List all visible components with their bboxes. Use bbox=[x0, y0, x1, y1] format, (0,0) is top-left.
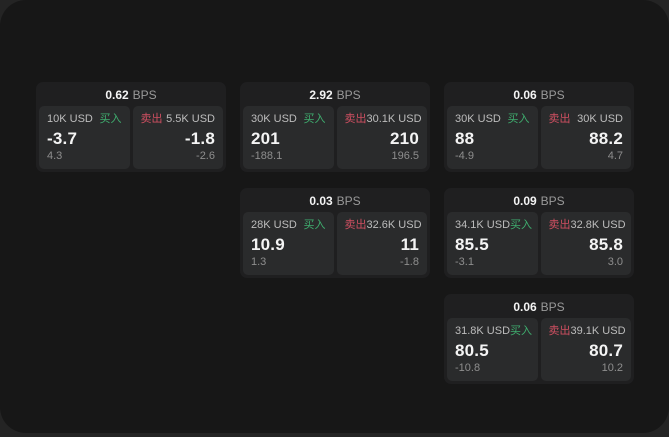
sell-panel[interactable]: 卖出 5.5K USD -1.8 -2.6 bbox=[132, 106, 223, 169]
card-header: 0.06 BPS bbox=[447, 297, 631, 318]
sell-delta: -1.8 bbox=[400, 256, 419, 268]
sell-price: -1.8 bbox=[184, 129, 215, 148]
buy-amount: 31.8K USD bbox=[455, 325, 511, 337]
sell-panel[interactable]: 卖出 32.6K USD 11 -1.8 bbox=[336, 212, 427, 275]
buy-amount: 30K USD bbox=[251, 113, 297, 125]
card-header: 0.62 BPS bbox=[39, 85, 223, 106]
bps-value: 2.92 bbox=[309, 88, 333, 102]
card-header: 0.09 BPS bbox=[447, 191, 631, 212]
quote-card: 2.92 BPS 30K USD 买入 201 -188.1 卖出 bbox=[240, 82, 430, 172]
sell-amount: 5.5K USD bbox=[166, 113, 215, 125]
sell-price: 88.2 bbox=[589, 129, 623, 148]
sell-delta: 196.5 bbox=[391, 150, 419, 162]
buy-panel[interactable]: 30K USD 买入 201 -188.1 bbox=[243, 106, 334, 169]
buy-price: 85.5 bbox=[455, 235, 489, 254]
sell-label: 卖出 bbox=[548, 219, 571, 231]
bps-value: 0.62 bbox=[105, 88, 129, 102]
sell-panel[interactable]: 卖出 30.1K USD 210 196.5 bbox=[336, 106, 427, 169]
sell-label: 卖出 bbox=[548, 325, 571, 337]
sell-label: 卖出 bbox=[548, 113, 571, 125]
buy-label: 买入 bbox=[303, 113, 326, 125]
sell-price: 80.7 bbox=[589, 341, 623, 360]
bps-unit-label: BPS bbox=[132, 88, 157, 102]
sell-delta: -2.6 bbox=[196, 150, 215, 162]
sell-amount: 30.1K USD bbox=[366, 113, 422, 125]
bps-unit-label: BPS bbox=[540, 194, 565, 208]
buy-price: 201 bbox=[251, 129, 280, 148]
buy-price: 88 bbox=[455, 129, 475, 148]
sell-price: 85.8 bbox=[589, 235, 623, 254]
sell-panel[interactable]: 卖出 39.1K USD 80.7 10.2 bbox=[540, 318, 631, 381]
buy-panel[interactable]: 31.8K USD 买入 80.5 -10.8 bbox=[447, 318, 538, 381]
buy-label: 买入 bbox=[99, 113, 122, 125]
buy-amount: 34.1K USD bbox=[455, 219, 511, 231]
bps-value: 0.06 bbox=[513, 88, 537, 102]
buy-price: -3.7 bbox=[47, 129, 78, 148]
buy-price: 80.5 bbox=[455, 341, 489, 360]
bps-unit-label: BPS bbox=[540, 88, 565, 102]
buy-amount: 28K USD bbox=[251, 219, 297, 231]
sell-amount: 32.8K USD bbox=[570, 219, 626, 231]
bps-unit-label: BPS bbox=[540, 300, 565, 314]
sell-delta: 10.2 bbox=[601, 362, 623, 374]
bps-unit-label: BPS bbox=[336, 194, 361, 208]
quote-card: 0.62 BPS 10K USD 买入 -3.7 4.3 卖出 bbox=[36, 82, 226, 172]
quote-card: 0.03 BPS 28K USD 买入 10.9 1.3 卖出 bbox=[240, 188, 430, 278]
quote-card: 0.06 BPS 30K USD 买入 88 -4.9 卖出 bbox=[444, 82, 634, 172]
buy-label: 买入 bbox=[510, 219, 533, 231]
sell-delta: 3.0 bbox=[607, 256, 623, 268]
sell-price: 210 bbox=[390, 129, 419, 148]
buy-delta: 4.3 bbox=[47, 150, 63, 162]
buy-panel[interactable]: 34.1K USD 买入 85.5 -3.1 bbox=[447, 212, 538, 275]
card-header: 0.06 BPS bbox=[447, 85, 631, 106]
sell-amount: 32.6K USD bbox=[366, 219, 422, 231]
quote-card: 0.06 BPS 31.8K USD 买入 80.5 -10.8 卖 bbox=[444, 294, 634, 384]
buy-delta: -10.8 bbox=[455, 362, 481, 374]
buy-price: 10.9 bbox=[251, 235, 285, 254]
bps-unit-label: BPS bbox=[336, 88, 361, 102]
buy-delta: -188.1 bbox=[251, 150, 283, 162]
sell-label: 卖出 bbox=[140, 113, 163, 125]
quote-card: 0.09 BPS 34.1K USD 买入 85.5 -3.1 卖出 bbox=[444, 188, 634, 278]
card-header: 2.92 BPS bbox=[243, 85, 427, 106]
buy-delta: -4.9 bbox=[455, 150, 474, 162]
buy-amount: 30K USD bbox=[455, 113, 501, 125]
sell-amount: 39.1K USD bbox=[570, 325, 626, 337]
card-header: 0.03 BPS bbox=[243, 191, 427, 212]
quote-card-grid: 0.62 BPS 10K USD 买入 -3.7 4.3 卖出 bbox=[36, 82, 634, 384]
buy-panel[interactable]: 28K USD 买入 10.9 1.3 bbox=[243, 212, 334, 275]
buy-label: 买入 bbox=[303, 219, 326, 231]
bps-value: 0.06 bbox=[513, 300, 537, 314]
buy-panel[interactable]: 10K USD 买入 -3.7 4.3 bbox=[39, 106, 130, 169]
bps-value: 0.03 bbox=[309, 194, 333, 208]
sell-delta: 4.7 bbox=[607, 150, 623, 162]
sell-amount: 30K USD bbox=[577, 113, 623, 125]
buy-label: 买入 bbox=[510, 325, 533, 337]
bps-value: 0.09 bbox=[513, 194, 537, 208]
buy-delta: -3.1 bbox=[455, 256, 474, 268]
sell-label: 卖出 bbox=[344, 219, 367, 231]
buy-label: 买入 bbox=[507, 113, 530, 125]
sell-panel[interactable]: 卖出 30K USD 88.2 4.7 bbox=[540, 106, 631, 169]
buy-delta: 1.3 bbox=[251, 256, 267, 268]
buy-panel[interactable]: 30K USD 买入 88 -4.9 bbox=[447, 106, 538, 169]
sell-price: 11 bbox=[400, 235, 419, 254]
buy-amount: 10K USD bbox=[47, 113, 93, 125]
sell-label: 卖出 bbox=[344, 113, 367, 125]
sell-panel[interactable]: 卖出 32.8K USD 85.8 3.0 bbox=[540, 212, 631, 275]
